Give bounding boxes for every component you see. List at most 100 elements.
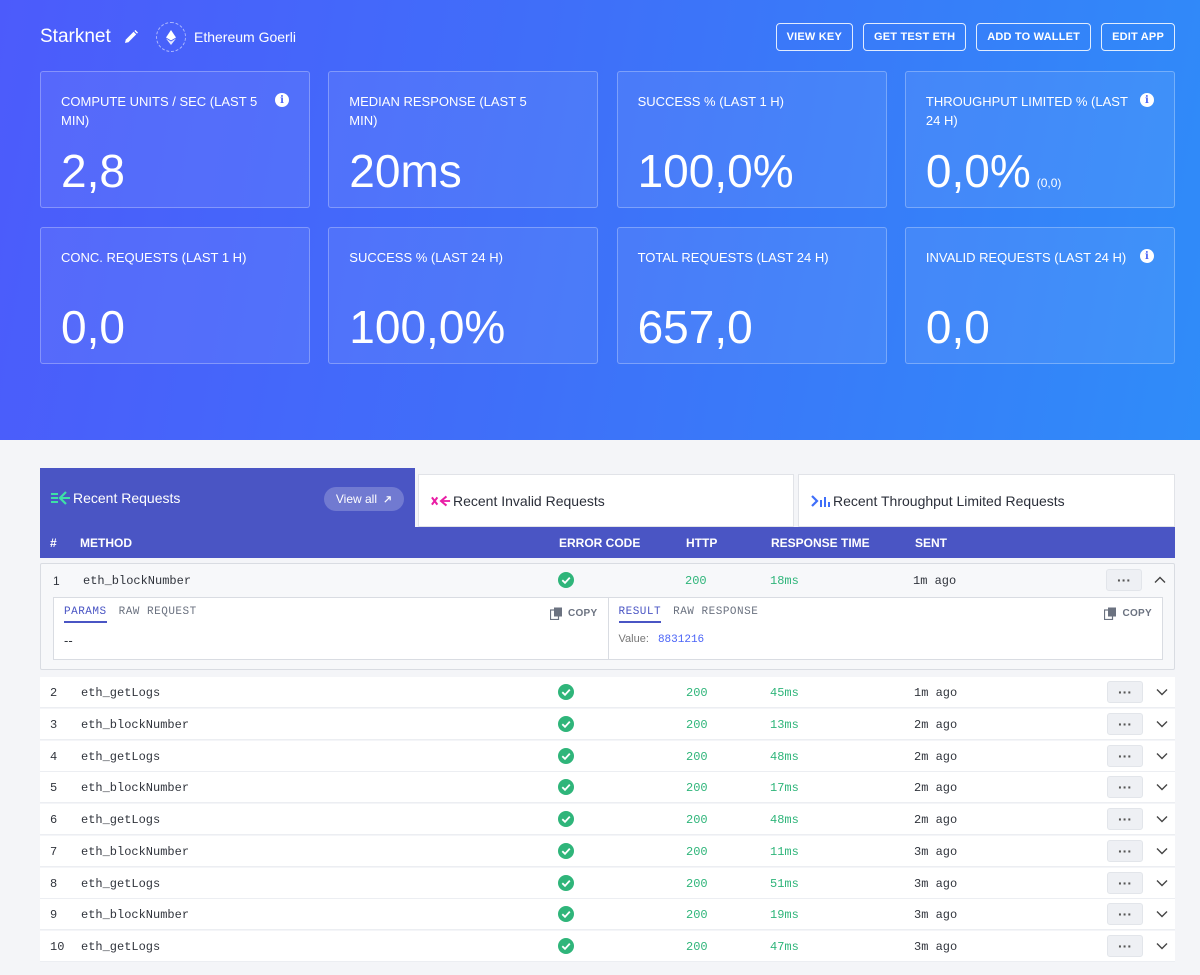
more-button[interactable]: ··· [1107,840,1143,862]
throughput-icon [811,494,831,508]
chevron-down-icon[interactable] [1155,717,1169,731]
table-row[interactable]: 5 eth_blockNumber 200 17ms 2m ago ··· [40,772,1175,803]
more-button[interactable]: ··· [1106,569,1142,591]
table-row[interactable]: 4 eth_getLogs 200 48ms 2m ago ··· [40,741,1175,772]
row-index: 2 [50,686,58,700]
tab-result[interactable]: RESULT [618,606,662,623]
more-button[interactable]: ··· [1107,935,1143,957]
stat-value: 0,0 [926,302,990,352]
stat-card-success-24h: SUCCESS % (LAST 24 H) 100,0% [328,227,599,364]
result-value: 8831216 [657,634,705,646]
row-index: 10 [50,940,65,954]
chevron-down-icon[interactable] [1155,685,1169,699]
row-http: 200 [686,877,708,891]
info-icon[interactable]: i [1139,93,1154,107]
success-check-icon [558,875,574,891]
chevron-down-icon[interactable] [1155,907,1169,921]
pencil-icon[interactable] [123,29,139,45]
tab-label: Recent Invalid Requests [453,492,605,509]
row-method: eth_blockNumber [81,908,190,922]
table-row[interactable]: 8 eth_getLogs 200 51ms 3m ago ··· [40,868,1175,899]
row-index: 6 [50,813,58,827]
more-button[interactable]: ··· [1107,745,1143,767]
row-sent: 3m ago [914,940,958,954]
more-button[interactable]: ··· [1107,903,1143,925]
table-row[interactable]: 10 eth_getLogs 200 47ms 3m ago ··· [40,931,1175,962]
stat-label: TOTAL REQUESTS (LAST 24 H) [637,250,829,265]
app-title: Starknet [40,25,139,49]
ethereum-icon [156,22,186,52]
add-to-wallet-button[interactable]: ADD TO WALLET [976,23,1092,51]
edit-app-button[interactable]: EDIT APP [1101,23,1175,51]
stat-label: THROUGHPUT LIMITED % (LAST 24 H) [925,94,1128,128]
more-button[interactable]: ··· [1107,776,1143,798]
stat-value: 20ms [349,146,461,196]
tab-recent-requests[interactable]: Recent Requests View all [40,468,415,527]
row-http: 200 [686,781,708,795]
row-response-time: 48ms [770,750,799,764]
table-row[interactable]: 6 eth_getLogs 200 48ms 2m ago ··· [40,804,1175,835]
chevron-down-icon[interactable] [1155,939,1169,953]
col-index: # [50,536,57,550]
row-method: eth_blockNumber [81,845,190,859]
row-response-time: 13ms [770,718,799,732]
more-button[interactable]: ··· [1107,808,1143,830]
chevron-down-icon[interactable] [1155,749,1169,763]
network-selector[interactable]: Ethereum Goerli [156,22,296,52]
chevron-down-icon[interactable] [1155,780,1169,794]
row-sent: 3m ago [914,877,958,891]
row-http: 200 [686,940,708,954]
row-method: eth_blockNumber [83,574,192,588]
stat-card-success-1h: SUCCESS % (LAST 1 H) 100,0% [616,71,887,208]
row-sent: 1m ago [914,686,958,700]
copy-result-button[interactable]: COPY [1104,607,1152,620]
table-row[interactable]: 2 eth_getLogs 200 45ms 1m ago ··· [40,677,1175,708]
info-icon[interactable]: i [1139,249,1154,263]
stat-label: SUCCESS % (LAST 24 H) [349,250,503,265]
table-row[interactable]: 9 eth_blockNumber 200 19ms 3m ago ··· [40,899,1175,930]
row-http: 200 [686,686,708,700]
table-row-expanded[interactable]: 1 eth_blockNumber 200 18ms 1m ago ··· PA… [40,563,1175,670]
stat-value-text: 20ms [349,145,462,197]
row-sent: 1m ago [913,574,957,588]
chevron-up-icon[interactable] [1153,573,1167,587]
stat-label: CONC. REQUESTS (LAST 1 H) [61,250,247,265]
tab-params[interactable]: PARAMS [64,606,107,623]
stat-value-text: 2,8 [61,145,125,197]
row-http: 200 [686,845,708,859]
chevron-down-icon[interactable] [1155,844,1169,858]
get-test-eth-button[interactable]: GET TEST ETH [862,23,967,51]
col-http: HTTP [686,536,718,550]
more-button[interactable]: ··· [1107,713,1143,735]
chevron-down-icon[interactable] [1155,876,1169,890]
tab-throughput-limited[interactable]: Recent Throughput Limited Requests [798,474,1175,527]
row-response-time: 47ms [770,940,799,954]
chevron-down-icon[interactable] [1155,812,1169,826]
info-icon[interactable]: i [275,93,289,107]
view-all-button[interactable]: View all [323,487,404,511]
view-key-button[interactable]: VIEW KEY [775,23,853,51]
stat-card-concurrent-requests: CONC. REQUESTS (LAST 1 H) 0,0 [40,227,310,364]
tab-raw-response[interactable]: RAW RESPONSE [673,606,759,618]
stat-card-median-response: MEDIAN RESPONSE (LAST 5 MIN) 20ms [328,71,599,208]
table-row[interactable]: 3 eth_blockNumber 200 13ms 2m ago ··· [40,709,1175,740]
tab-invalid-requests[interactable]: Recent Invalid Requests [418,474,794,527]
table-row[interactable]: 7 eth_blockNumber 200 11ms 3m ago ··· [40,836,1175,867]
more-button[interactable]: ··· [1107,872,1143,894]
stats-grid: COMPUTE UNITS / SEC (LAST 5 MIN) i 2,8 M… [40,71,1175,364]
copy-params-button[interactable]: COPY [549,607,598,620]
row-http: 200 [686,908,708,922]
success-check-icon [558,938,574,954]
row-response-time: 11ms [770,845,799,859]
row-http: 200 [686,750,708,764]
row-response-time: 45ms [770,686,799,700]
success-check-icon [558,748,574,764]
more-button[interactable]: ··· [1107,681,1143,703]
row-response-time: 48ms [770,813,799,827]
stat-label: INVALID REQUESTS (LAST 24 H) [925,250,1127,265]
row-index: 9 [50,908,58,922]
result-tabs: RESULT RAW RESPONSE [618,606,1153,623]
tab-raw-request[interactable]: RAW REQUEST [118,606,197,618]
row-index: 1 [53,574,60,588]
stat-label: SUCCESS % (LAST 1 H) [637,94,785,109]
